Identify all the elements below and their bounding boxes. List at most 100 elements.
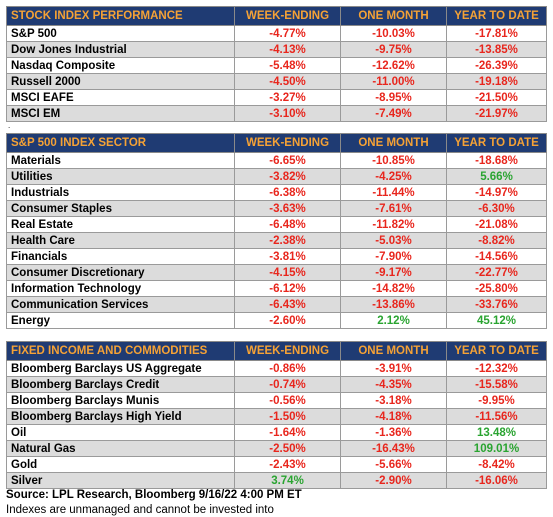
year-to-date-value: 5.66% [446,168,547,185]
fixed-income-commodities-table: FIXED INCOME AND COMMODITIES WEEK-ENDING O… [6,341,547,489]
table-row: Bloomberg Barclays US Aggregate -0.86% -3.… [6,360,547,377]
table-row: S&P 500 -4.77% -10.03% -17.81% [6,25,547,42]
year-to-date-value: -21.08% [446,216,547,233]
one-month-value: -5.03% [340,232,447,249]
week-ending-value: -2.50% [234,440,341,457]
week-ending-value: -2.38% [234,232,341,249]
table-row: Financials -3.81% -7.90% -14.56% [6,248,547,265]
year-to-date-value: -11.56% [446,408,547,425]
one-month-value: -11.82% [340,216,447,233]
week-ending-header: WEEK-ENDING [234,341,341,361]
year-to-date-value: -17.81% [446,25,547,42]
section-title-header: S&P 500 INDEX SECTOR [6,133,235,153]
one-month-value: -8.95% [340,89,447,106]
one-month-value: -7.61% [340,200,447,217]
row-label: Consumer Staples [6,200,235,217]
week-ending-value: -6.12% [234,280,341,297]
table-header-row: FIXED INCOME AND COMMODITIES WEEK-ENDING O… [6,341,547,361]
week-ending-value: -3.82% [234,168,341,185]
one-month-value: -7.49% [340,105,447,122]
section-title-header: FIXED INCOME AND COMMODITIES [6,341,235,361]
one-month-value: -1.36% [340,424,447,441]
section-title-header: STOCK INDEX PERFORMANCE [6,6,235,26]
table-row: Natural Gas -2.50% -16.43% 109.01% [6,440,547,457]
week-ending-value: -4.13% [234,41,341,58]
table-row: Communication Services -6.43% -13.86% -33.7… [6,296,547,313]
one-month-value: 2.12% [340,312,447,329]
table-row: Materials -6.65% -10.85% -18.68% [6,152,547,169]
week-ending-value: -2.60% [234,312,341,329]
one-month-value: -11.00% [340,73,447,90]
table-row: MSCI EM -3.10% -7.49% -21.97% [6,105,547,122]
row-label: Information Technology [6,280,235,297]
table-row: Bloomberg Barclays Munis -0.56% -3.18% -9.9… [6,392,547,409]
table-row: Information Technology -6.12% -14.82% -25.8… [6,280,547,297]
row-label: Silver [6,472,235,489]
year-to-date-value: -26.39% [446,57,547,74]
one-month-value: -2.90% [340,472,447,489]
year-to-date-value: -8.42% [446,456,547,473]
stock-index-table: STOCK INDEX PERFORMANCE WEEK-ENDING ONE MO… [6,6,547,122]
row-label: Oil [6,424,235,441]
table-row: Oil -1.64% -1.36% 13.48% [6,424,547,441]
year-to-date-value: -8.82% [446,232,547,249]
one-month-value: -14.82% [340,280,447,297]
row-label: Consumer Discretionary [6,264,235,281]
one-month-value: -16.43% [340,440,447,457]
year-to-date-value: 13.48% [446,424,547,441]
row-label: MSCI EM [6,105,235,122]
one-month-value: -4.18% [340,408,447,425]
week-ending-value: -1.64% [234,424,341,441]
one-month-value: -11.44% [340,184,447,201]
week-ending-value: -6.48% [234,216,341,233]
week-ending-value: -1.50% [234,408,341,425]
one-month-value: -13.86% [340,296,447,313]
week-ending-value: -0.74% [234,376,341,393]
one-month-value: -10.85% [340,152,447,169]
year-to-date-value: -22.77% [446,264,547,281]
year-to-date-value: -33.76% [446,296,547,313]
row-label: Energy [6,312,235,329]
week-ending-header: WEEK-ENDING [234,133,341,153]
disclaimer-note: Indexes are unmanaged and cannot be inve… [6,504,274,516]
row-label: Financials [6,248,235,265]
year-to-date-value: -12.32% [446,360,547,377]
row-label: Russell 2000 [6,73,235,90]
table-row: Bloomberg Barclays Credit -0.74% -4.35% -15… [6,376,547,393]
row-label: Bloomberg Barclays Credit [6,376,235,393]
one-month-value: -3.18% [340,392,447,409]
source-note: Source: LPL Research, Bloomberg 9/16/22 … [6,489,302,501]
year-to-date-header: YEAR TO DATE [446,133,547,153]
table-row: Bloomberg Barclays High Yield -1.50% -4.18… [6,408,547,425]
week-ending-value: -6.43% [234,296,341,313]
row-label: Materials [6,152,235,169]
week-ending-value: -3.81% [234,248,341,265]
one-month-header: ONE MONTH [340,6,447,26]
row-label: Utilities [6,168,235,185]
week-ending-value: -0.56% [234,392,341,409]
year-to-date-header: YEAR TO DATE [446,341,547,361]
one-month-value: -3.91% [340,360,447,377]
table-row: Gold -2.43% -5.66% -8.42% [6,456,547,473]
year-to-date-value: -14.56% [446,248,547,265]
table-header-row: S&P 500 INDEX SECTOR WEEK-ENDING ONE MONTH… [6,133,547,153]
one-month-value: -5.66% [340,456,447,473]
year-to-date-header: YEAR TO DATE [446,6,547,26]
table-row: Nasdaq Composite -5.48% -12.62% -26.39% [6,57,547,74]
table-row: Consumer Staples -3.63% -7.61% -6.30% [6,200,547,217]
row-label: Gold [6,456,235,473]
week-ending-value: -3.10% [234,105,341,122]
row-label: Natural Gas [6,440,235,457]
year-to-date-value: -25.80% [446,280,547,297]
week-ending-value: -3.63% [234,200,341,217]
row-label: Industrials [6,184,235,201]
table-row: Energy -2.60% 2.12% 45.12% [6,312,547,329]
one-month-value: -12.62% [340,57,447,74]
table-header-row: STOCK INDEX PERFORMANCE WEEK-ENDING ONE MO… [6,6,547,26]
year-to-date-value: -14.97% [446,184,547,201]
year-to-date-value: -21.97% [446,105,547,122]
row-label: Real Estate [6,216,235,233]
one-month-value: -9.75% [340,41,447,58]
table-row: Industrials -6.38% -11.44% -14.97% [6,184,547,201]
week-ending-value: -0.86% [234,360,341,377]
